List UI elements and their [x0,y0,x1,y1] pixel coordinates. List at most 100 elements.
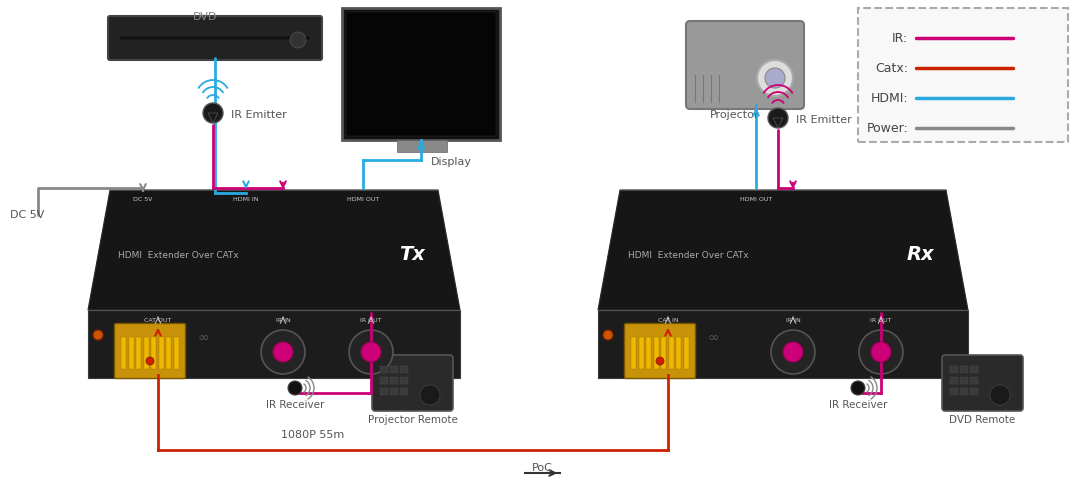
Text: HDMI  Extender Over CATx: HDMI Extender Over CATx [628,250,749,259]
Text: DVD: DVD [192,12,217,22]
Circle shape [420,385,440,405]
Circle shape [603,330,613,340]
Bar [684,337,688,369]
FancyBboxPatch shape [108,16,322,60]
Text: 1080P 55m: 1080P 55m [282,430,345,440]
Bar [166,337,171,369]
Text: Power:: Power: [866,122,908,134]
Text: HDMI  Extender Over CATx: HDMI Extender Over CATx [118,250,239,259]
Bar [631,337,636,369]
Bar [661,337,666,369]
Circle shape [290,32,306,48]
Bar [639,337,644,369]
Bar [400,366,408,373]
Circle shape [783,342,803,362]
Bar [129,337,133,369]
FancyBboxPatch shape [686,21,804,109]
Bar [379,377,388,384]
Bar [143,337,148,369]
Bar [390,377,398,384]
Text: Rx: Rx [906,246,934,264]
Bar [970,366,978,373]
Text: IR IN: IR IN [275,318,290,323]
Text: HDMI:: HDMI: [871,92,908,105]
Bar [88,310,460,378]
Text: HDMI IN: HDMI IN [233,197,259,202]
Text: DC 5V: DC 5V [133,197,153,202]
Polygon shape [773,118,783,128]
Bar [598,310,968,378]
Circle shape [768,108,788,128]
Text: IR OUT: IR OUT [360,318,382,323]
Text: Catx:: Catx: [875,61,908,75]
Circle shape [288,381,302,395]
Circle shape [859,330,903,374]
Bar [654,337,659,369]
Text: DC 5V: DC 5V [10,210,44,220]
Circle shape [203,103,223,123]
Text: ∞: ∞ [707,331,719,345]
Bar [970,388,978,395]
Bar [390,388,398,395]
Circle shape [349,330,393,374]
Circle shape [361,342,381,362]
Text: PoC: PoC [531,463,553,473]
Circle shape [990,385,1010,405]
Text: Projector Remote: Projector Remote [368,415,458,425]
Bar [400,388,408,395]
Bar [379,388,388,395]
Bar [400,377,408,384]
Circle shape [871,342,891,362]
Circle shape [765,68,785,88]
Bar [950,366,958,373]
Bar [970,377,978,384]
Bar [950,388,958,395]
Text: CAT IN: CAT IN [658,318,678,323]
Text: IR:: IR: [892,31,908,44]
Bar [173,337,178,369]
Text: CAT OUT: CAT OUT [144,318,172,323]
Text: DVD Remote: DVD Remote [949,415,1016,425]
Text: Display: Display [430,157,472,167]
Bar [151,337,156,369]
Circle shape [771,330,815,374]
Bar [960,388,968,395]
Polygon shape [88,190,460,310]
Circle shape [146,357,154,365]
Polygon shape [598,190,968,310]
Circle shape [94,330,103,340]
FancyBboxPatch shape [625,324,696,378]
Circle shape [656,357,664,365]
Bar [676,337,680,369]
Bar [397,140,447,152]
Bar [158,337,163,369]
Text: Projector: Projector [711,110,760,120]
Text: IR OUT: IR OUT [871,318,892,323]
Text: IR Emitter: IR Emitter [231,110,287,120]
Bar [120,36,310,40]
Text: Tx: Tx [399,246,425,264]
Bar [137,337,141,369]
Bar [379,366,388,373]
Text: IR Emitter: IR Emitter [796,115,851,125]
Circle shape [273,342,293,362]
FancyBboxPatch shape [372,355,453,411]
Bar [960,377,968,384]
Bar [950,377,958,384]
Text: HDMI OUT: HDMI OUT [740,197,772,202]
Text: IR Receiver: IR Receiver [829,400,887,410]
FancyBboxPatch shape [858,8,1067,142]
FancyBboxPatch shape [115,324,186,378]
Circle shape [261,330,305,374]
FancyBboxPatch shape [942,355,1023,411]
Bar [646,337,651,369]
Circle shape [851,381,865,395]
Text: ∞: ∞ [197,331,209,345]
Bar [669,337,674,369]
Polygon shape [207,113,218,123]
Text: IR Receiver: IR Receiver [266,400,325,410]
Text: IR IN: IR IN [786,318,801,323]
Bar [346,12,496,136]
Bar [390,366,398,373]
Bar [342,8,500,140]
